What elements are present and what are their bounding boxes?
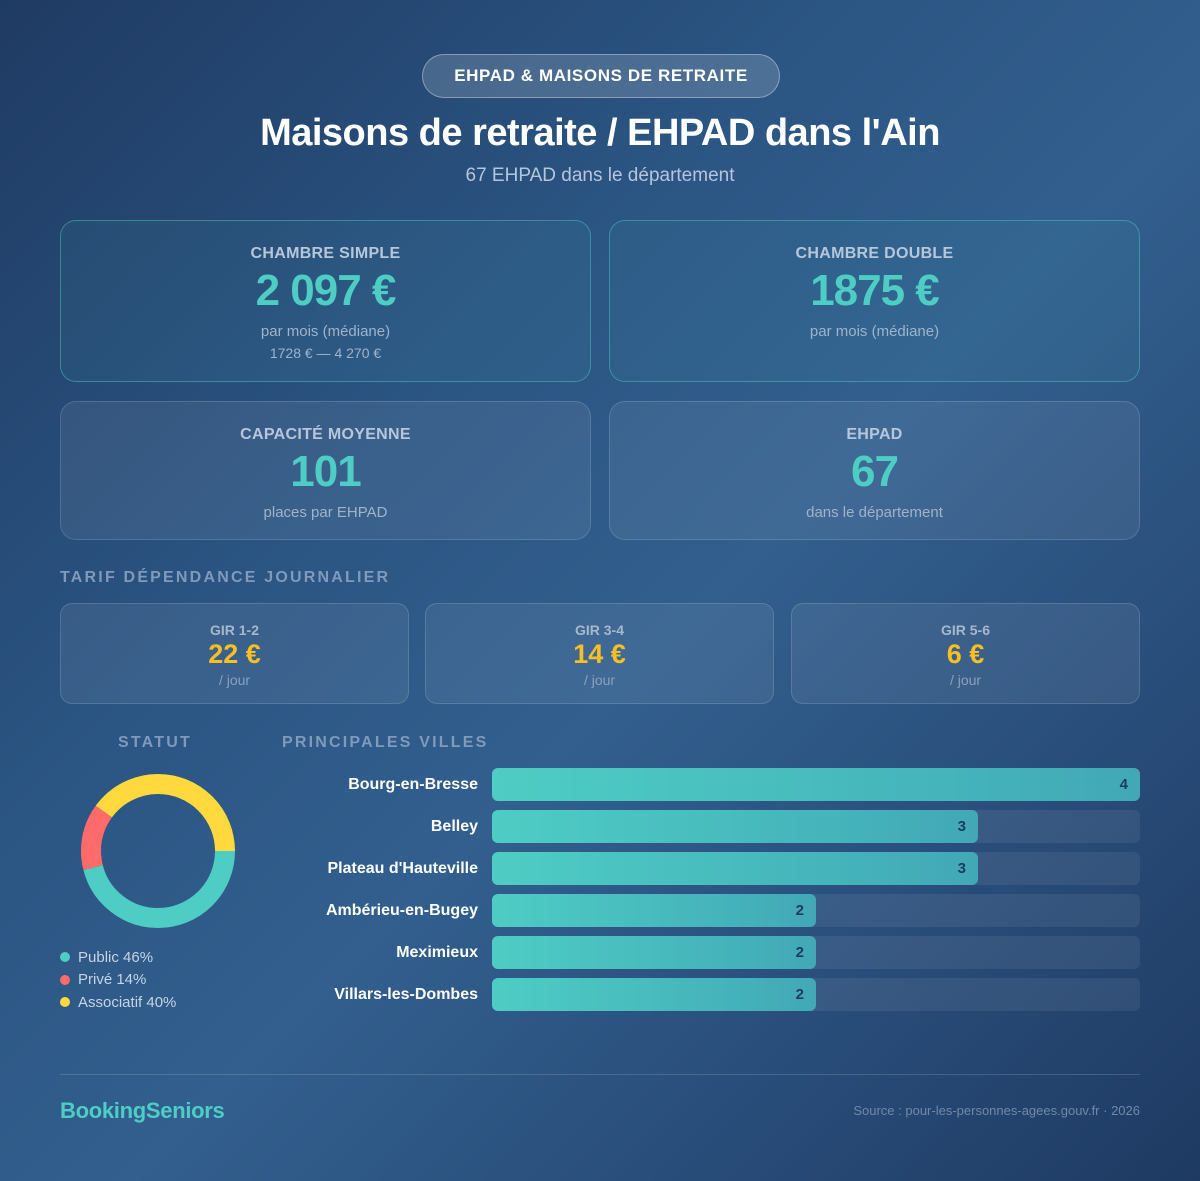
bar-track: 4 [492, 768, 1140, 801]
stat-label: EHPAD [846, 426, 903, 443]
stat-range: 1728 € — 4 270 € [269, 345, 382, 362]
statut-donut-chart [80, 773, 236, 929]
bar-label: Villars-les-Dombes [334, 986, 478, 1003]
gir-label: GIR 3-4 [574, 622, 624, 638]
page-subtitle: 67 EHPAD dans le département [465, 165, 735, 186]
category-badge: EHPAD & MAISONS DE RETRAITE [422, 54, 780, 98]
stat-value: 67 [851, 447, 899, 496]
gir-unit: / jour [583, 671, 616, 688]
statut-legend: Public 46% Privé 14% Associatif 40% [60, 946, 176, 1014]
stat-label: CHAMBRE SIMPLE [250, 245, 401, 262]
gir-unit: / jour [218, 671, 251, 688]
bar-row: Meximieux 2 [280, 936, 1140, 978]
gir-card-1-2: GIR 1-2 22 € / jour [60, 603, 409, 704]
gir-value: 14 € [573, 639, 626, 669]
stat-label: CAPACITÉ MOYENNE [240, 426, 411, 443]
stat-sub: places par EHPAD [263, 504, 388, 522]
bar-fill: 3 [492, 852, 978, 885]
legend-item-prive: Privé 14% [60, 969, 176, 992]
villes-bar-chart: Bourg-en-Bresse 4 Belley 3 Plateau d'Hau… [280, 768, 1140, 1020]
bar-value: 3 [957, 860, 966, 877]
villes-section-title: PRINCIPALES VILLES [282, 734, 489, 751]
bar-row: Plateau d'Hauteville 3 [280, 852, 1140, 894]
stat-value: 2 097 € [255, 266, 397, 315]
donut-segment-prive [81, 774, 235, 928]
stat-sub: par mois (médiane) [809, 323, 940, 341]
stat-card-ehpad: EHPAD 67 dans le département [609, 401, 1140, 540]
bar-fill: 2 [492, 894, 816, 927]
bar-value: 2 [795, 902, 804, 919]
brand-logo: BookingSeniors [60, 1098, 225, 1123]
bar-row: Ambérieu-en-Bugey 2 [280, 894, 1140, 936]
bar-value: 2 [795, 944, 804, 961]
legend-label: Privé 14% [78, 971, 147, 989]
bar-value: 2 [795, 986, 804, 1003]
bar-label: Plateau d'Hauteville [327, 860, 478, 877]
stat-card-chambre-double: CHAMBRE DOUBLE 1875 € par mois (médiane) [609, 220, 1140, 382]
bar-row: Villars-les-Dombes 2 [280, 978, 1140, 1020]
bar-row: Bourg-en-Bresse 4 [280, 768, 1140, 810]
footer-divider [60, 1074, 1140, 1075]
bar-track: 2 [492, 978, 1140, 1011]
legend-item-public: Public 46% [60, 946, 176, 969]
gir-unit: / jour [949, 671, 982, 688]
gir-card-5-6: GIR 5-6 6 € / jour [791, 603, 1140, 704]
gir-label: GIR 5-6 [940, 622, 990, 638]
stat-label: CHAMBRE DOUBLE [795, 245, 954, 262]
bar-label: Belley [430, 818, 478, 835]
infographic: EHPAD & MAISONS DE RETRAITE Maisons de r… [60, 0, 1140, 1181]
legend-dot-icon [60, 974, 70, 985]
gir-value: 22 € [208, 639, 261, 669]
bar-label: Bourg-en-Bresse [348, 776, 478, 793]
stat-card-chambre-simple: CHAMBRE SIMPLE 2 097 € par mois (médiane… [60, 220, 591, 382]
page-title: Maisons de retraite / EHPAD dans l'Ain [260, 112, 940, 154]
bar-track: 2 [492, 936, 1140, 969]
legend-dot-icon [60, 952, 70, 963]
stat-sub: dans le département [806, 504, 943, 522]
stat-card-capacite: CAPACITÉ MOYENNE 101 places par EHPAD [60, 401, 591, 540]
bar-label: Meximieux [396, 944, 478, 961]
donut-segment-associatif [81, 774, 235, 928]
bar-fill: 3 [492, 810, 978, 843]
bar-value: 4 [1119, 776, 1128, 793]
legend-dot-icon [60, 997, 70, 1008]
legend-item-associatif: Associatif 40% [60, 991, 176, 1014]
legend-label: Public 46% [78, 948, 154, 966]
stat-value: 101 [290, 447, 361, 496]
bar-fill: 2 [492, 936, 816, 969]
bar-track: 3 [492, 810, 1140, 843]
stat-value: 1875 € [810, 266, 940, 315]
bar-fill: 4 [492, 768, 1140, 801]
dependance-section-title: TARIF DÉPENDANCE JOURNALIER [60, 569, 391, 586]
statut-section-title: STATUT [118, 734, 192, 751]
source-note: Source : pour-les-personnes-agees.gouv.f… [853, 1103, 1140, 1118]
bar-label: Ambérieu-en-Bugey [325, 902, 478, 919]
gir-card-3-4: GIR 3-4 14 € / jour [425, 603, 774, 704]
legend-label: Associatif 40% [78, 993, 177, 1011]
bar-row: Belley 3 [280, 810, 1140, 852]
bar-track: 3 [492, 852, 1140, 885]
gir-value: 6 € [946, 639, 985, 669]
gir-label: GIR 1-2 [209, 622, 259, 638]
bar-track: 2 [492, 894, 1140, 927]
bar-fill: 2 [492, 978, 816, 1011]
bar-value: 3 [957, 818, 966, 835]
stat-sub: par mois (médiane) [260, 323, 391, 341]
donut-svg [81, 774, 235, 928]
